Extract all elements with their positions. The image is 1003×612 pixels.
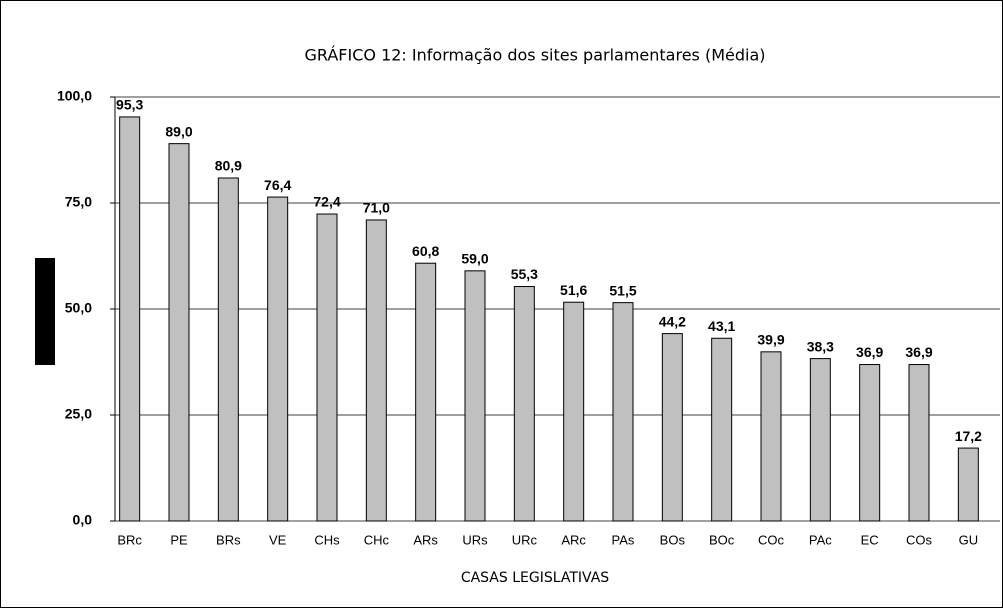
x-tick-label: VE [269,532,287,547]
value-label: 43,1 [708,318,735,334]
value-label: 51,6 [560,282,587,298]
value-label: 60,8 [412,243,439,259]
bar [711,337,733,522]
value-label: 44,2 [659,313,686,329]
bar [168,143,190,522]
value-label: 59,0 [461,251,488,267]
value-label: 17,2 [955,428,982,444]
x-tick-label: ARc [561,532,586,547]
bar [661,333,683,522]
y-tick-label: 50,0 [65,300,92,316]
value-label: 39,9 [757,332,784,348]
x-tick-label: GU [959,532,979,547]
value-label: 51,5 [609,282,636,298]
bar [119,116,141,522]
x-axis-title: CASAS LEGISLATIVAS [461,570,609,586]
x-tick-label: BOc [709,532,735,547]
y-tick-label: 0,0 [73,512,93,528]
bar [513,286,535,522]
bar [464,270,486,522]
x-tick-label: BOs [660,532,686,547]
value-label: 36,9 [856,344,883,360]
redacted-label [35,258,55,365]
x-tick-label: CHs [314,532,340,547]
bar [365,219,387,522]
chart-title: GRÁFICO 12: Informação dos sites parlame… [304,46,765,65]
x-tick-label: COc [758,532,785,547]
bar [415,262,437,522]
bar [908,364,930,522]
x-tick-label: ARs [413,532,438,547]
value-label: 80,9 [215,158,242,174]
value-label: 95,3 [116,97,143,113]
bar [267,196,289,522]
y-tick-label: 100,0 [57,88,92,104]
value-label: 55,3 [511,266,538,282]
x-tick-label: BRs [216,532,241,547]
x-tick-label: COs [906,532,933,547]
value-label: 36,9 [905,344,932,360]
value-label: 72,4 [313,194,340,210]
value-label: 71,0 [363,200,390,216]
value-label: 38,3 [807,338,834,354]
bar [217,177,239,522]
x-tick-label: URc [512,532,538,547]
x-tick-label: PAc [809,532,832,547]
x-tick-label: URs [462,532,488,547]
value-label: 89,0 [165,123,192,139]
bar [859,364,881,522]
bar [760,351,782,522]
bar [957,447,979,522]
bar [563,301,585,522]
x-tick-label: BRc [117,532,142,547]
x-tick-label: CHc [364,532,390,547]
value-label: 76,4 [264,177,291,193]
bar [316,213,338,522]
bar [809,358,831,522]
y-tick-label: 75,0 [65,194,92,210]
y-tick-label: 25,0 [65,406,92,422]
x-tick-label: EC [861,532,879,547]
x-tick-label: PE [170,532,188,547]
bar [612,302,634,522]
x-tick-label: PAs [612,532,635,547]
